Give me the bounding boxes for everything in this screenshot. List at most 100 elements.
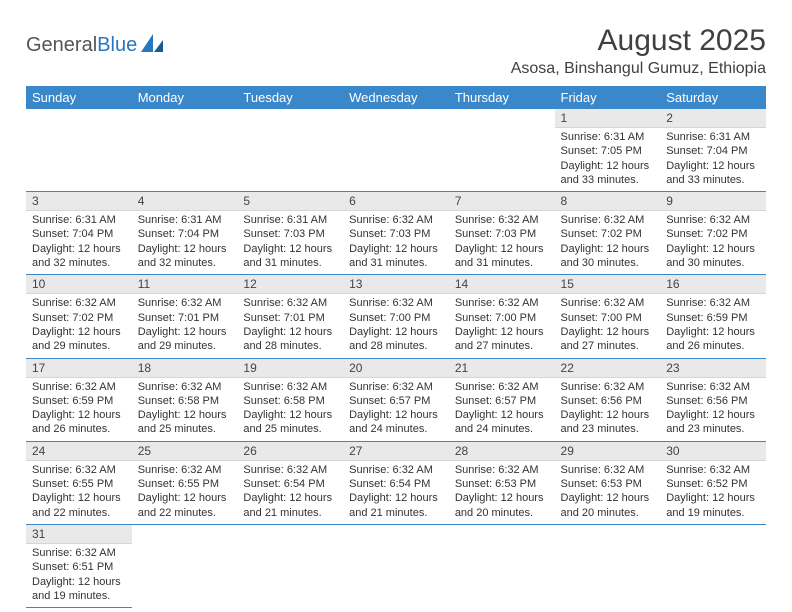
sunrise-text: Sunrise: 6:32 AM — [666, 296, 760, 310]
day-details: Sunrise: 6:32 AMSunset: 6:53 PMDaylight:… — [555, 461, 661, 524]
day-details: Sunrise: 6:32 AMSunset: 7:03 PMDaylight:… — [343, 211, 449, 274]
day-details: Sunrise: 6:31 AMSunset: 7:05 PMDaylight:… — [555, 128, 661, 191]
day-number: 30 — [660, 442, 766, 461]
daylight-text: Daylight: 12 hours — [138, 242, 232, 256]
day-number: 23 — [660, 359, 766, 378]
sunset-text: Sunset: 7:03 PM — [455, 227, 549, 241]
daylight-text: Daylight: 12 hours — [32, 325, 126, 339]
sunrise-text: Sunrise: 6:32 AM — [666, 380, 760, 394]
sunset-text: Sunset: 6:53 PM — [455, 477, 549, 491]
calendar-day-cell: 13Sunrise: 6:32 AMSunset: 7:00 PMDayligh… — [343, 275, 449, 358]
calendar-day-cell: 14Sunrise: 6:32 AMSunset: 7:00 PMDayligh… — [449, 275, 555, 358]
calendar-day-cell: 12Sunrise: 6:32 AMSunset: 7:01 PMDayligh… — [237, 275, 343, 358]
daylight-text: Daylight: 12 hours — [666, 325, 760, 339]
calendar-day-cell: 1Sunrise: 6:31 AMSunset: 7:05 PMDaylight… — [555, 109, 661, 192]
calendar-week-row: 1Sunrise: 6:31 AMSunset: 7:05 PMDaylight… — [26, 109, 766, 192]
day-number: 21 — [449, 359, 555, 378]
day-number: 12 — [237, 275, 343, 294]
daylight-text: Daylight: 12 hours — [32, 408, 126, 422]
day-details: Sunrise: 6:32 AMSunset: 6:53 PMDaylight:… — [449, 461, 555, 524]
sunset-text: Sunset: 6:59 PM — [32, 394, 126, 408]
daylight-text: Daylight: 12 hours — [349, 242, 443, 256]
sunrise-text: Sunrise: 6:32 AM — [243, 296, 337, 310]
calendar-day-cell: 3Sunrise: 6:31 AMSunset: 7:04 PMDaylight… — [26, 192, 132, 275]
sunset-text: Sunset: 7:04 PM — [138, 227, 232, 241]
weekday-header: Wednesday — [343, 86, 449, 109]
sunrise-text: Sunrise: 6:32 AM — [455, 463, 549, 477]
daylight-text: Daylight: 12 hours — [243, 491, 337, 505]
daylight-text: and 24 minutes. — [455, 422, 549, 436]
sunset-text: Sunset: 7:04 PM — [32, 227, 126, 241]
sunset-text: Sunset: 6:55 PM — [138, 477, 232, 491]
weekday-header: Monday — [132, 86, 238, 109]
daylight-text: and 27 minutes. — [455, 339, 549, 353]
sunset-text: Sunset: 7:03 PM — [349, 227, 443, 241]
daylight-text: and 20 minutes. — [561, 506, 655, 520]
sunset-text: Sunset: 7:00 PM — [561, 311, 655, 325]
sunset-text: Sunset: 6:52 PM — [666, 477, 760, 491]
sunrise-text: Sunrise: 6:32 AM — [32, 463, 126, 477]
calendar-page: GeneralBlue August 2025 Asosa, Binshangu… — [0, 0, 792, 608]
day-number: 11 — [132, 275, 238, 294]
calendar-day-cell — [449, 524, 555, 607]
calendar-day-cell: 20Sunrise: 6:32 AMSunset: 6:57 PMDayligh… — [343, 358, 449, 441]
daylight-text: Daylight: 12 hours — [32, 575, 126, 589]
day-number: 29 — [555, 442, 661, 461]
calendar-day-cell: 7Sunrise: 6:32 AMSunset: 7:03 PMDaylight… — [449, 192, 555, 275]
daylight-text: and 33 minutes. — [666, 173, 760, 187]
daylight-text: and 30 minutes. — [666, 256, 760, 270]
sunrise-text: Sunrise: 6:32 AM — [138, 296, 232, 310]
daylight-text: Daylight: 12 hours — [243, 325, 337, 339]
sunrise-text: Sunrise: 6:32 AM — [349, 296, 443, 310]
daylight-text: and 23 minutes. — [666, 422, 760, 436]
day-number: 8 — [555, 192, 661, 211]
day-details: Sunrise: 6:32 AMSunset: 7:00 PMDaylight:… — [449, 294, 555, 357]
daylight-text: and 31 minutes. — [349, 256, 443, 270]
daylight-text: and 21 minutes. — [349, 506, 443, 520]
daylight-text: Daylight: 12 hours — [32, 491, 126, 505]
daylight-text: and 31 minutes. — [455, 256, 549, 270]
day-number: 24 — [26, 442, 132, 461]
calendar-day-cell: 28Sunrise: 6:32 AMSunset: 6:53 PMDayligh… — [449, 441, 555, 524]
calendar-day-cell — [555, 524, 661, 607]
sunrise-text: Sunrise: 6:31 AM — [561, 130, 655, 144]
calendar-day-cell: 25Sunrise: 6:32 AMSunset: 6:55 PMDayligh… — [132, 441, 238, 524]
daylight-text: and 31 minutes. — [243, 256, 337, 270]
sunset-text: Sunset: 6:53 PM — [561, 477, 655, 491]
day-details: Sunrise: 6:32 AMSunset: 7:03 PMDaylight:… — [449, 211, 555, 274]
calendar-day-cell: 2Sunrise: 6:31 AMSunset: 7:04 PMDaylight… — [660, 109, 766, 192]
calendar-day-cell: 10Sunrise: 6:32 AMSunset: 7:02 PMDayligh… — [26, 275, 132, 358]
day-details: Sunrise: 6:31 AMSunset: 7:04 PMDaylight:… — [660, 128, 766, 191]
calendar-day-cell: 23Sunrise: 6:32 AMSunset: 6:56 PMDayligh… — [660, 358, 766, 441]
daylight-text: Daylight: 12 hours — [349, 408, 443, 422]
weekday-header: Sunday — [26, 86, 132, 109]
sunset-text: Sunset: 6:54 PM — [349, 477, 443, 491]
sunrise-text: Sunrise: 6:32 AM — [561, 213, 655, 227]
day-number: 25 — [132, 442, 238, 461]
day-number: 31 — [26, 525, 132, 544]
sunrise-text: Sunrise: 6:32 AM — [138, 380, 232, 394]
daylight-text: and 20 minutes. — [455, 506, 549, 520]
calendar-table: Sunday Monday Tuesday Wednesday Thursday… — [26, 86, 766, 608]
sunrise-text: Sunrise: 6:32 AM — [455, 213, 549, 227]
daylight-text: Daylight: 12 hours — [561, 408, 655, 422]
sunrise-text: Sunrise: 6:32 AM — [349, 463, 443, 477]
day-details: Sunrise: 6:32 AMSunset: 7:00 PMDaylight:… — [343, 294, 449, 357]
sunrise-text: Sunrise: 6:31 AM — [32, 213, 126, 227]
calendar-day-cell — [660, 524, 766, 607]
daylight-text: and 33 minutes. — [561, 173, 655, 187]
title-block: August 2025 Asosa, Binshangul Gumuz, Eth… — [511, 24, 766, 78]
sunrise-text: Sunrise: 6:32 AM — [455, 380, 549, 394]
day-number: 15 — [555, 275, 661, 294]
daylight-text: Daylight: 12 hours — [455, 325, 549, 339]
daylight-text: and 32 minutes. — [138, 256, 232, 270]
daylight-text: and 29 minutes. — [138, 339, 232, 353]
calendar-day-cell: 4Sunrise: 6:31 AMSunset: 7:04 PMDaylight… — [132, 192, 238, 275]
sunrise-text: Sunrise: 6:32 AM — [561, 296, 655, 310]
daylight-text: and 19 minutes. — [32, 589, 126, 603]
day-details: Sunrise: 6:31 AMSunset: 7:04 PMDaylight:… — [26, 211, 132, 274]
calendar-day-cell — [132, 109, 238, 192]
day-number: 22 — [555, 359, 661, 378]
day-number: 10 — [26, 275, 132, 294]
daylight-text: Daylight: 12 hours — [349, 491, 443, 505]
